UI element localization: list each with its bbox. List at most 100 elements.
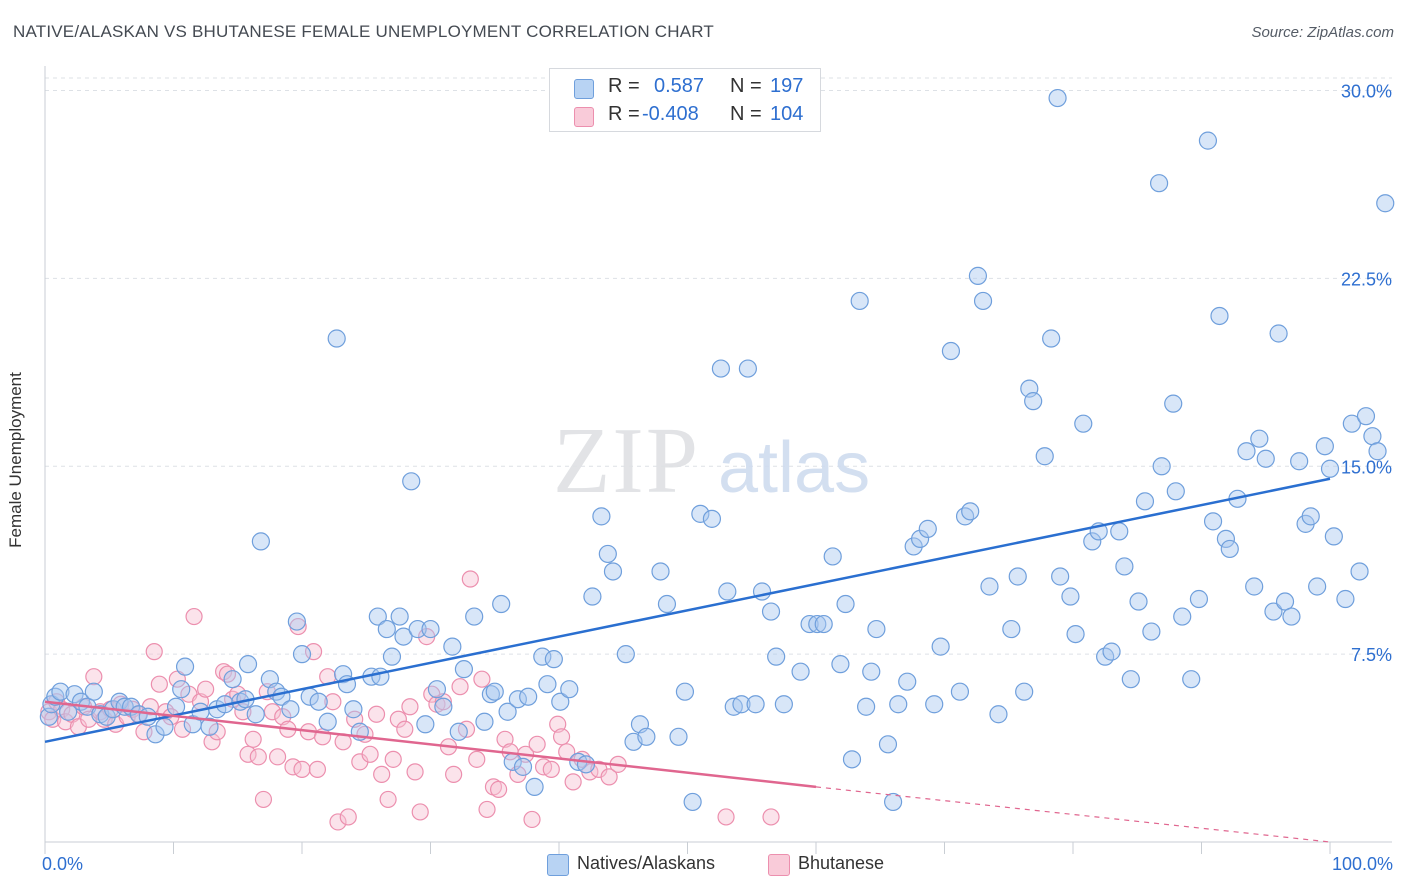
native-point bbox=[836, 594, 855, 614]
native-point bbox=[973, 291, 993, 311]
native-point bbox=[525, 777, 544, 796]
native-point bbox=[1376, 194, 1395, 213]
native-point bbox=[416, 715, 435, 734]
legend-n-value: 197 bbox=[770, 75, 804, 97]
native-point bbox=[251, 532, 270, 551]
native-point bbox=[675, 682, 695, 701]
chart-title: NATIVE/ALASKAN VS BHUTANESE FEMALE UNEMP… bbox=[13, 22, 715, 41]
bhutanese-point bbox=[173, 720, 192, 738]
native-point bbox=[1356, 407, 1376, 426]
native-point bbox=[961, 502, 980, 521]
native-point bbox=[434, 697, 453, 716]
native-point bbox=[454, 660, 474, 679]
bhutanese-point bbox=[401, 698, 419, 716]
native-point bbox=[883, 792, 903, 812]
bhutanese-point bbox=[478, 800, 496, 819]
bhutanese-point bbox=[490, 780, 508, 798]
native-point bbox=[637, 727, 656, 746]
bhutanese-point bbox=[361, 745, 379, 763]
native-point bbox=[791, 662, 810, 681]
bhutanese-point bbox=[85, 668, 103, 686]
legend-n-label: N = bbox=[730, 103, 762, 125]
native-point bbox=[538, 675, 557, 694]
native-point bbox=[1166, 482, 1185, 501]
native-point bbox=[842, 750, 862, 769]
y-axis-label: Female Unemployment bbox=[6, 372, 25, 548]
native-point bbox=[402, 472, 421, 491]
native-point bbox=[1051, 567, 1070, 586]
native-point bbox=[931, 637, 950, 656]
native-point bbox=[1015, 682, 1034, 701]
x-tick-label-max: 100.0% bbox=[1332, 854, 1393, 874]
native-point bbox=[513, 757, 533, 776]
native-trend-line bbox=[44, 477, 1331, 744]
bhutanese-point bbox=[367, 705, 386, 723]
native-point bbox=[1350, 562, 1369, 581]
native-point bbox=[1189, 589, 1209, 609]
bhutanese-point bbox=[389, 710, 407, 728]
native-point bbox=[669, 727, 688, 746]
bhutanese-point bbox=[324, 693, 342, 711]
native-point bbox=[465, 607, 484, 626]
native-point bbox=[51, 682, 70, 701]
native-point bbox=[1008, 567, 1027, 586]
native-point bbox=[1368, 442, 1387, 461]
native-point bbox=[1256, 449, 1275, 468]
native-point bbox=[576, 755, 596, 774]
bhutanese-point bbox=[411, 803, 429, 821]
bhutanese-trend-extension bbox=[815, 786, 1331, 843]
legend-swatch-bhutanese bbox=[768, 854, 790, 876]
native-point bbox=[544, 650, 563, 669]
native-point bbox=[1121, 670, 1140, 689]
native-point bbox=[1250, 429, 1269, 448]
bhutanese-point bbox=[293, 760, 311, 778]
native-point bbox=[925, 695, 944, 714]
native-point bbox=[390, 607, 409, 626]
native-point bbox=[683, 792, 702, 812]
legend-n-value: 104 bbox=[770, 103, 804, 125]
native-point bbox=[1002, 619, 1021, 639]
native-point bbox=[1301, 507, 1320, 526]
native-point bbox=[1182, 670, 1201, 689]
bhutanese-point bbox=[308, 760, 327, 778]
native-point bbox=[498, 702, 517, 721]
native-point bbox=[941, 341, 961, 361]
native-point bbox=[408, 619, 427, 639]
y-tick-label: 7.5% bbox=[1351, 645, 1392, 665]
native-point bbox=[1210, 306, 1229, 326]
native-point bbox=[1275, 592, 1295, 611]
legend-r-value: 0.587 bbox=[654, 75, 705, 97]
native-point bbox=[1035, 447, 1054, 466]
bhutanese-point bbox=[406, 763, 424, 781]
bhutanese-point bbox=[473, 670, 491, 688]
bhutanese-point bbox=[197, 680, 215, 698]
native-point bbox=[246, 705, 265, 724]
native-point bbox=[583, 587, 602, 606]
native-point bbox=[808, 614, 827, 634]
legend-label-bhutanese: Bhutanese bbox=[798, 853, 885, 873]
y-tick-label: 22.5% bbox=[1341, 269, 1392, 289]
native-point bbox=[1324, 527, 1343, 546]
native-point bbox=[394, 627, 413, 646]
native-point bbox=[287, 612, 306, 631]
native-point bbox=[616, 645, 635, 664]
legend-n-label: N = bbox=[730, 75, 762, 97]
bhutanese-point bbox=[239, 745, 257, 763]
trend-lines bbox=[44, 477, 1331, 843]
bhutanese-point bbox=[339, 808, 357, 826]
native-point bbox=[334, 665, 353, 684]
native-point bbox=[368, 607, 387, 626]
native-point bbox=[1135, 492, 1155, 511]
native-point bbox=[1152, 457, 1171, 476]
native-point bbox=[427, 680, 447, 699]
native-point bbox=[1083, 532, 1102, 551]
bhutanese-point bbox=[329, 813, 347, 831]
native-point bbox=[918, 519, 937, 538]
axes bbox=[44, 66, 1392, 854]
legend-row-bhutanese: R = -0.408 N = 104 bbox=[550, 101, 820, 129]
native-point bbox=[989, 705, 1008, 724]
native-point bbox=[878, 735, 898, 754]
bhutanese-point bbox=[384, 750, 402, 768]
native-point bbox=[711, 359, 731, 378]
native-point bbox=[1203, 512, 1223, 531]
